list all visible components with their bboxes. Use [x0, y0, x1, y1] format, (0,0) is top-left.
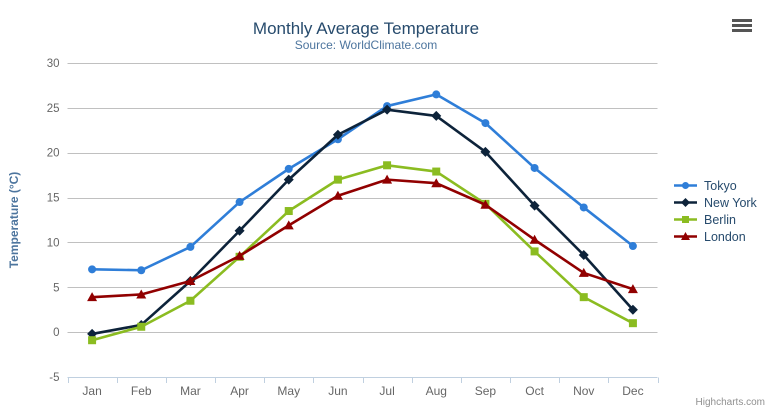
- chart-subtitle: Source: WorldClimate.com: [294, 38, 438, 52]
- marker-berlin[interactable]: [579, 293, 588, 302]
- y-axis-label: 10: [47, 237, 60, 249]
- y-axis-label: -5: [49, 372, 59, 384]
- marker-new-york[interactable]: [529, 200, 540, 211]
- marker-berlin[interactable]: [88, 336, 97, 345]
- legend-item-berlin[interactable]: Berlin: [674, 211, 757, 228]
- series-line-berlin: [90, 163, 635, 342]
- marker-tokyo[interactable]: [88, 265, 97, 274]
- chart-context-menu-button[interactable]: [730, 16, 754, 35]
- x-axis-label: Jun: [328, 384, 347, 398]
- marker-tokyo[interactable]: [235, 198, 244, 207]
- marker-new-york[interactable]: [578, 249, 589, 260]
- marker-berlin[interactable]: [186, 296, 195, 305]
- legend-item-new-york[interactable]: New York: [674, 194, 757, 211]
- marker-new-york[interactable]: [480, 146, 491, 157]
- square-marker-icon: [674, 216, 697, 223]
- y-axis-label: 15: [47, 193, 60, 205]
- marker-new-york[interactable]: [234, 225, 245, 236]
- marker-berlin[interactable]: [284, 207, 293, 216]
- hamburger-icon: [732, 19, 752, 32]
- marker-berlin[interactable]: [383, 161, 392, 170]
- legend: Tokyo New York Berlin London: [674, 177, 757, 245]
- marker-london[interactable]: [87, 292, 98, 302]
- legend-marker: [682, 182, 689, 189]
- series-line-new-york: [90, 108, 635, 336]
- marker-new-york[interactable]: [332, 129, 343, 140]
- marker-new-york[interactable]: [431, 110, 442, 121]
- circle-marker-icon: [674, 182, 697, 189]
- legend-label: Tokyo: [704, 178, 737, 193]
- marker-tokyo[interactable]: [628, 242, 637, 251]
- marker-tokyo[interactable]: [137, 266, 146, 275]
- marker-tokyo[interactable]: [432, 90, 441, 99]
- y-axis-label: 20: [47, 148, 60, 160]
- marker-berlin[interactable]: [432, 167, 441, 176]
- x-axis-label: Mar: [180, 384, 201, 398]
- diamond-marker-icon: [674, 198, 697, 207]
- marker-tokyo[interactable]: [284, 164, 293, 173]
- marker-london[interactable]: [578, 267, 589, 277]
- marker-london[interactable]: [382, 174, 393, 184]
- legend-label: New York: [704, 195, 757, 210]
- legend-item-tokyo[interactable]: Tokyo: [674, 177, 757, 194]
- legend-marker: [682, 216, 689, 223]
- x-axis-label: May: [277, 384, 300, 398]
- legend-marker: [681, 232, 690, 240]
- legend-marker: [681, 198, 690, 207]
- marker-new-york[interactable]: [627, 304, 638, 315]
- marker-london[interactable]: [431, 178, 442, 188]
- marker-london[interactable]: [234, 250, 245, 260]
- marker-london[interactable]: [136, 289, 147, 299]
- marker-london[interactable]: [332, 190, 343, 200]
- marker-london[interactable]: [283, 220, 294, 230]
- x-axis-label: Jan: [82, 384, 101, 398]
- y-axis-label: 25: [47, 103, 60, 115]
- legend-item-london[interactable]: London: [674, 228, 757, 245]
- marker-tokyo[interactable]: [186, 242, 195, 251]
- marker-new-york[interactable]: [283, 174, 294, 185]
- y-axis-label: 0: [53, 327, 59, 339]
- marker-berlin[interactable]: [137, 322, 146, 331]
- marker-berlin[interactable]: [628, 319, 637, 328]
- marker-tokyo[interactable]: [481, 119, 490, 128]
- marker-berlin[interactable]: [530, 247, 539, 256]
- legend-label: London: [704, 229, 746, 244]
- marker-london[interactable]: [185, 276, 196, 286]
- marker-london[interactable]: [529, 234, 540, 244]
- x-axis-label: Dec: [622, 384, 643, 398]
- marker-london[interactable]: [627, 284, 638, 294]
- y-axis-label: 5: [53, 282, 59, 294]
- marker-tokyo[interactable]: [579, 203, 588, 212]
- credits-link[interactable]: Highcharts.com: [695, 397, 765, 408]
- x-axis-label: Feb: [131, 384, 152, 398]
- x-axis-label: Oct: [525, 384, 544, 398]
- legend-label: Berlin: [704, 212, 736, 227]
- x-axis-label: Apr: [230, 384, 249, 398]
- marker-london[interactable]: [480, 199, 491, 209]
- y-axis-label: 30: [47, 58, 60, 70]
- x-axis-label: Sep: [475, 384, 497, 398]
- x-axis-label: Aug: [426, 384, 447, 398]
- series-line-london: [90, 178, 635, 299]
- marker-tokyo[interactable]: [530, 163, 539, 172]
- marker-new-york[interactable]: [382, 104, 393, 115]
- x-axis-label: Jul: [379, 384, 394, 398]
- triangle-marker-icon: [674, 232, 697, 240]
- x-axis-label: Nov: [573, 384, 594, 398]
- marker-berlin[interactable]: [333, 175, 342, 184]
- chart-title: Monthly Average Temperature: [252, 19, 480, 38]
